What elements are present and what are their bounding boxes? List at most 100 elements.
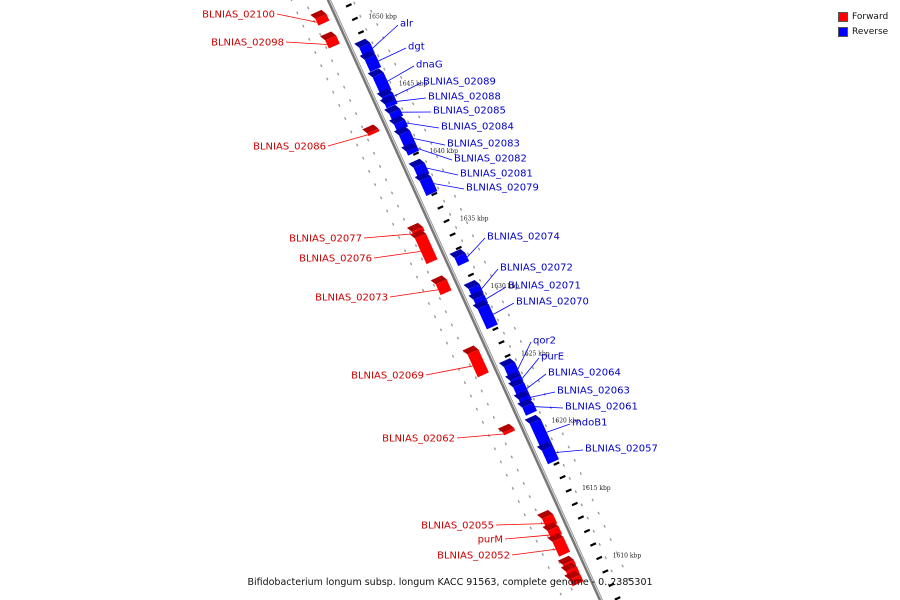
gene-BLNIAS_02086[interactable] bbox=[362, 124, 380, 137]
gene-label: dgt bbox=[408, 42, 425, 53]
gene-BLNIAS_02082[interactable] bbox=[401, 142, 420, 156]
gene-label: BLNIAS_02074 bbox=[487, 232, 560, 243]
minor-tick bbox=[583, 528, 591, 534]
gene-side-face bbox=[463, 280, 480, 290]
gene-label: mdoB1 bbox=[572, 418, 607, 429]
minor-tick bbox=[565, 488, 572, 493]
gene-body bbox=[325, 35, 340, 49]
minor-tick bbox=[351, 16, 359, 22]
gene-label: BLNIAS_02077 bbox=[289, 234, 362, 245]
gene-body bbox=[364, 54, 382, 73]
gene-BLNIAS_02052[interactable] bbox=[547, 532, 571, 557]
label-connector bbox=[504, 534, 550, 540]
label-connector bbox=[372, 24, 399, 49]
gene-BLNIAS_02070[interactable] bbox=[472, 300, 498, 330]
legend-item-forward: Forward bbox=[838, 9, 888, 24]
gene-label: BLNIAS_02057 bbox=[585, 444, 658, 455]
gene-label: BLNIAS_02088 bbox=[428, 92, 501, 103]
gene-side-face bbox=[354, 38, 371, 48]
gene-side-face bbox=[524, 414, 541, 424]
gene-side-face bbox=[513, 390, 530, 400]
gene-BLNIAS_02069[interactable] bbox=[462, 345, 489, 378]
gene-features bbox=[310, 9, 584, 587]
gene-BLNIAS_02061[interactable] bbox=[517, 398, 537, 416]
guide-track-2 bbox=[352, 0, 624, 597]
gene-BLNIAS_02057[interactable] bbox=[536, 441, 559, 465]
gene-body bbox=[414, 233, 438, 265]
tick-label: 1630 kbp bbox=[491, 283, 520, 290]
tick-label: 1635 kbp bbox=[460, 216, 489, 223]
legend-label-forward: Forward bbox=[852, 11, 889, 22]
gene-BLNIAS_02076[interactable] bbox=[409, 229, 438, 265]
gene-BLNIAS_02074[interactable] bbox=[449, 249, 470, 267]
gene-label: BLNIAS_02082 bbox=[454, 154, 527, 165]
minor-tick bbox=[492, 326, 499, 332]
gene-label: purM bbox=[478, 535, 503, 546]
gene-label: BLNIAS_02083 bbox=[447, 139, 520, 150]
gene-BLNIAS_02100[interactable] bbox=[310, 9, 330, 26]
gene-body bbox=[547, 526, 563, 540]
gene-BLNIAS_02079[interactable] bbox=[414, 172, 438, 197]
gene-body bbox=[541, 445, 559, 465]
minor-tick bbox=[559, 474, 566, 480]
gene-side-face bbox=[414, 172, 431, 182]
tick-label: 1645 kbp bbox=[399, 81, 428, 88]
label-connector bbox=[530, 391, 556, 398]
gene-side-face bbox=[542, 522, 559, 532]
label-connector bbox=[363, 233, 413, 239]
label-connector bbox=[546, 423, 571, 433]
gene-BLNIAS_02098[interactable] bbox=[320, 31, 340, 49]
gene-unnamed-35[interactable] bbox=[564, 570, 584, 587]
label-connector bbox=[276, 13, 317, 23]
gene-label: BLNIAS_02055 bbox=[421, 521, 494, 532]
gene-side-face bbox=[401, 142, 418, 152]
gene-label: BLNIAS_02076 bbox=[299, 254, 372, 265]
tick-label: 1640 kbp bbox=[429, 148, 458, 155]
gene-body bbox=[406, 146, 420, 156]
gene-body bbox=[477, 304, 498, 330]
gene-body bbox=[394, 119, 409, 132]
gene-label: purE bbox=[541, 352, 564, 363]
gene-BLNIAS_02084[interactable] bbox=[389, 115, 409, 132]
label-connector bbox=[433, 183, 465, 190]
gene-BLNIAS_02073[interactable] bbox=[430, 275, 452, 296]
legend-label-reverse: Reverse bbox=[852, 26, 889, 37]
label-connector bbox=[396, 97, 427, 102]
label-connector bbox=[373, 250, 421, 259]
gene-body bbox=[315, 13, 330, 26]
gene-side-face bbox=[393, 126, 410, 136]
gene-BLNIAS_02062[interactable] bbox=[497, 423, 516, 436]
gene-label: BLNIAS_02085 bbox=[433, 106, 506, 117]
label-connector bbox=[394, 82, 422, 97]
minor-tick bbox=[596, 555, 603, 561]
backbone bbox=[326, 0, 603, 600]
gene-body bbox=[522, 402, 537, 416]
gene-side-face bbox=[359, 50, 376, 60]
gene-body bbox=[569, 574, 584, 587]
gene-purM[interactable] bbox=[542, 522, 563, 540]
minor-tick bbox=[437, 205, 444, 210]
label-connector bbox=[517, 341, 532, 370]
minor-tick bbox=[504, 353, 511, 359]
gene-body bbox=[367, 128, 380, 137]
gene-label: BLNIAS_02062 bbox=[382, 434, 455, 445]
gene-side-face bbox=[384, 104, 401, 114]
gene-BLNIAS_02085[interactable] bbox=[384, 104, 404, 121]
label-connector bbox=[425, 365, 473, 376]
gene-BLNIAS_02088[interactable] bbox=[379, 95, 398, 109]
minor-tick bbox=[553, 461, 560, 466]
label-connector bbox=[466, 237, 486, 258]
gene-label: alr bbox=[400, 19, 414, 30]
gene-label: dnaG bbox=[416, 60, 443, 71]
minor-tick bbox=[498, 340, 505, 345]
gene-dgt[interactable] bbox=[359, 50, 382, 73]
gene-body bbox=[552, 536, 571, 557]
gene-label: BLNIAS_02089 bbox=[423, 77, 496, 88]
forward-swatch bbox=[838, 11, 848, 22]
minor-tick bbox=[577, 515, 585, 520]
minor-tick bbox=[589, 542, 597, 547]
label-connector bbox=[493, 302, 515, 315]
gene-side-face bbox=[547, 532, 564, 542]
gene-label: BLNIAS_02063 bbox=[557, 386, 630, 397]
